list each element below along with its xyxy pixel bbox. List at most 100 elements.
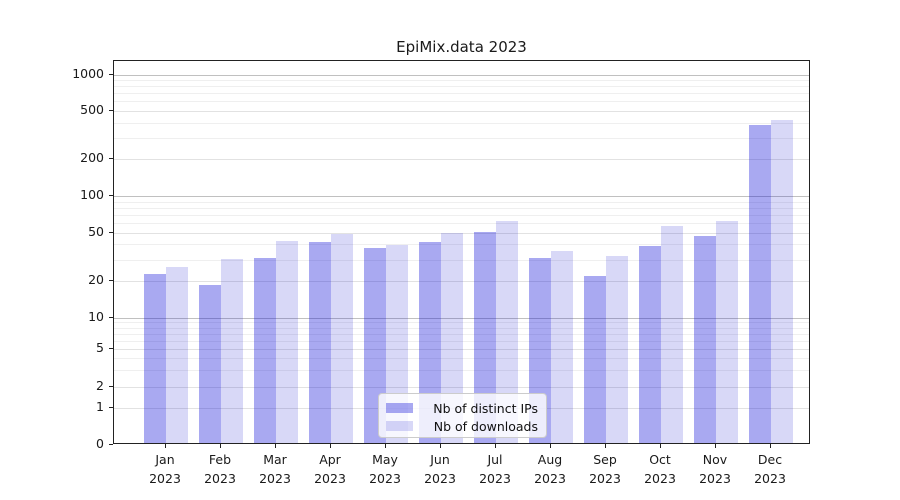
x-tick-year: 2023 [204, 471, 236, 486]
gridline [114, 244, 809, 246]
x-tick-mark [605, 444, 606, 448]
legend-item-distinct-ips: Nb of distinct IPs [386, 399, 538, 417]
gridline [114, 111, 809, 113]
y-tick-label: 20 [88, 271, 104, 287]
x-tick-year: 2023 [259, 471, 291, 486]
bar-distinct-ips [254, 257, 276, 443]
plot-area [113, 60, 810, 444]
x-tick-label: Oct 2023 [625, 450, 695, 488]
y-tick-label: 100 [80, 187, 104, 202]
x-tick-month: Oct [649, 452, 671, 467]
gridline [114, 207, 809, 209]
x-tick-month: Dec [757, 452, 783, 467]
x-tick-year: 2023 [754, 471, 786, 486]
gridline [114, 327, 809, 329]
gridline [114, 122, 809, 124]
gridline [114, 340, 809, 342]
x-tick-month: Jun [430, 452, 450, 467]
gridline [114, 222, 809, 224]
gridline [114, 333, 809, 335]
x-tick-month: Mar [263, 452, 287, 467]
y-tick-mark [109, 279, 113, 281]
x-tick-year: 2023 [369, 471, 401, 486]
x-tick-label: Dec 2023 [735, 450, 805, 488]
y-tick-label: 1 [96, 399, 104, 415]
x-tick-year: 2023 [699, 471, 731, 486]
y-tick-mark [109, 385, 113, 387]
y-tick-mark [109, 316, 113, 318]
gridline [114, 101, 809, 103]
x-tick-mark [440, 444, 441, 448]
gridline [114, 196, 809, 197]
x-tick-month: Apr [319, 452, 341, 467]
y-tick-label: 1000 [72, 65, 104, 81]
gridline [114, 74, 809, 76]
y-tick-label: 200 [80, 150, 104, 166]
gridline [114, 280, 809, 282]
gridline [114, 349, 809, 351]
bar-downloads [276, 241, 298, 443]
bar-downloads [771, 119, 793, 443]
bar-distinct-ips [144, 273, 166, 443]
gridline [114, 93, 809, 95]
y-tick-mark [109, 195, 113, 196]
x-tick-label: May 2023 [350, 450, 420, 488]
x-tick-month: Sep [593, 452, 617, 467]
gridline [114, 370, 809, 372]
x-tick-year: 2023 [314, 471, 346, 486]
x-tick-year: 2023 [534, 471, 566, 486]
x-tick-mark [770, 444, 771, 448]
bar-downloads [166, 267, 188, 443]
x-tick-label: Nov 2023 [680, 450, 750, 488]
x-tick-mark [275, 444, 276, 448]
legend-label-downloads: Nb of downloads [433, 418, 538, 434]
gridline [114, 80, 809, 82]
gridline [114, 358, 809, 360]
gridline [114, 159, 809, 161]
x-tick-month: May [372, 452, 398, 467]
chart-title: EpiMix.data 2023 [396, 38, 527, 56]
gridline [114, 259, 809, 261]
gridline [114, 214, 809, 216]
x-tick-month: Nov [702, 452, 728, 467]
y-tick-mark [109, 231, 113, 233]
y-tick-mark [109, 110, 113, 112]
y-tick-label: 5 [96, 340, 104, 356]
x-tick-mark [220, 444, 221, 448]
legend-label-distinct-ips: Nb of distinct IPs [433, 400, 538, 416]
x-tick-mark [330, 444, 331, 448]
x-tick-mark [495, 444, 496, 448]
y-tick-label: 500 [80, 102, 104, 118]
x-tick-year: 2023 [589, 471, 621, 486]
y-tick-label: 50 [88, 223, 104, 239]
bar-distinct-ips [474, 231, 496, 443]
y-tick-mark [109, 444, 113, 445]
x-tick-label: Aug 2023 [515, 450, 585, 488]
x-tick-label: Jun 2023 [405, 450, 475, 488]
bar-distinct-ips [749, 124, 771, 443]
x-tick-mark [165, 444, 166, 448]
y-tick-label: 0 [96, 436, 104, 451]
x-tick-mark [715, 444, 716, 448]
x-tick-label: Apr 2023 [295, 450, 365, 488]
x-tick-month: Jul [487, 452, 503, 467]
legend-swatch-ips-icon [386, 403, 413, 413]
bar-downloads [716, 220, 738, 443]
y-tick-mark [109, 348, 113, 350]
x-tick-mark [385, 444, 386, 448]
x-tick-label: Jul 2023 [460, 450, 530, 488]
bar-downloads [221, 259, 243, 443]
y-tick-mark [109, 158, 113, 160]
gridline [114, 322, 809, 324]
y-tick-mark [109, 73, 113, 75]
gridline [114, 86, 809, 88]
x-tick-mark [550, 444, 551, 448]
gridline [114, 201, 809, 203]
x-tick-year: 2023 [644, 471, 676, 486]
y-tick-label: 2 [96, 377, 104, 393]
legend-swatch-downloads-icon [386, 421, 413, 431]
gridline [114, 317, 809, 319]
bar-distinct-ips [584, 276, 606, 443]
bar-downloads [331, 233, 353, 443]
